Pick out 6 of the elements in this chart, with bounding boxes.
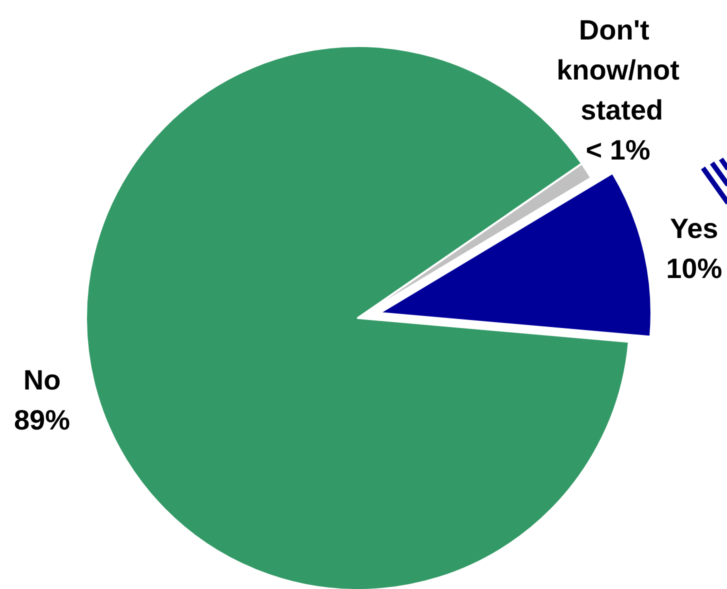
slice-label: Don't know/not stated [556, 14, 680, 126]
data-label: 10% [666, 252, 722, 284]
legend-label: Yes [670, 212, 718, 244]
data-label: 89% [14, 404, 70, 436]
slice-label: No [23, 364, 61, 396]
data-label: < 1% [586, 134, 650, 166]
